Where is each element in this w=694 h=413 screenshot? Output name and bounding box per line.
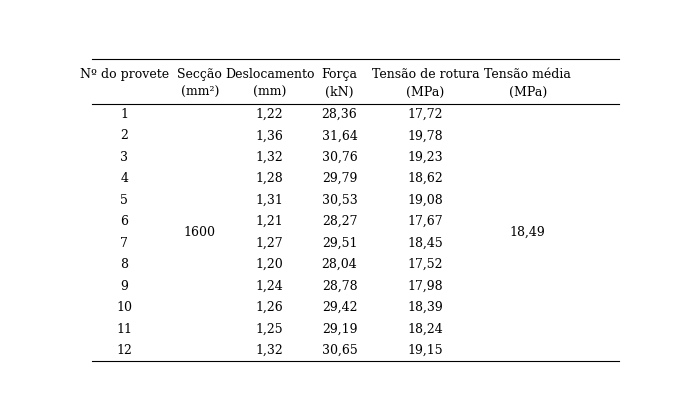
- Text: 17,72: 17,72: [408, 108, 443, 121]
- Text: (mm²): (mm²): [180, 86, 219, 99]
- Text: Tensão média: Tensão média: [484, 68, 571, 81]
- Text: 30,53: 30,53: [321, 194, 357, 207]
- Text: 7: 7: [121, 237, 128, 249]
- Text: 1,20: 1,20: [256, 258, 283, 271]
- Text: 18,24: 18,24: [407, 323, 443, 335]
- Text: 30,76: 30,76: [321, 151, 357, 164]
- Text: 31,64: 31,64: [321, 129, 357, 142]
- Text: 1,32: 1,32: [256, 344, 283, 357]
- Text: 1: 1: [120, 108, 128, 121]
- Text: 19,15: 19,15: [408, 344, 443, 357]
- Text: Tensão de rotura: Tensão de rotura: [372, 68, 480, 81]
- Text: 5: 5: [121, 194, 128, 207]
- Text: 19,23: 19,23: [408, 151, 443, 164]
- Text: 12: 12: [117, 344, 133, 357]
- Text: 19,78: 19,78: [408, 129, 443, 142]
- Text: 11: 11: [117, 323, 133, 335]
- Text: 29,51: 29,51: [322, 237, 357, 249]
- Text: 18,49: 18,49: [510, 226, 545, 239]
- Text: (MPa): (MPa): [509, 86, 547, 99]
- Text: 18,62: 18,62: [407, 172, 443, 185]
- Text: 3: 3: [120, 151, 128, 164]
- Text: 17,98: 17,98: [408, 280, 443, 292]
- Text: 1600: 1600: [184, 226, 216, 239]
- Text: 9: 9: [121, 280, 128, 292]
- Text: 4: 4: [120, 172, 128, 185]
- Text: 29,79: 29,79: [322, 172, 357, 185]
- Text: 29,19: 29,19: [322, 323, 357, 335]
- Text: Nº do provete: Nº do provete: [80, 68, 169, 81]
- Text: 1,32: 1,32: [256, 151, 283, 164]
- Text: 1,25: 1,25: [256, 323, 283, 335]
- Text: 17,67: 17,67: [408, 215, 443, 228]
- Text: 1,24: 1,24: [256, 280, 283, 292]
- Text: 1,31: 1,31: [255, 194, 284, 207]
- Text: (mm): (mm): [253, 86, 287, 99]
- Text: Secção: Secção: [177, 68, 222, 81]
- Text: Força: Força: [321, 68, 357, 81]
- Text: 8: 8: [120, 258, 128, 271]
- Text: 28,78: 28,78: [322, 280, 357, 292]
- Text: 18,45: 18,45: [407, 237, 443, 249]
- Text: 19,08: 19,08: [407, 194, 443, 207]
- Text: 1,36: 1,36: [255, 129, 284, 142]
- Text: 1,27: 1,27: [256, 237, 283, 249]
- Text: 2: 2: [121, 129, 128, 142]
- Text: 17,52: 17,52: [408, 258, 443, 271]
- Text: (kN): (kN): [325, 86, 354, 99]
- Text: 18,39: 18,39: [407, 301, 443, 314]
- Text: (MPa): (MPa): [407, 86, 445, 99]
- Text: 1,21: 1,21: [256, 215, 283, 228]
- Text: 28,27: 28,27: [322, 215, 357, 228]
- Text: 6: 6: [120, 215, 128, 228]
- Text: 30,65: 30,65: [321, 344, 357, 357]
- Text: Deslocamento: Deslocamento: [225, 68, 314, 81]
- Text: 1,22: 1,22: [256, 108, 283, 121]
- Text: 1,26: 1,26: [256, 301, 283, 314]
- Text: 29,42: 29,42: [322, 301, 357, 314]
- Text: 28,04: 28,04: [321, 258, 357, 271]
- Text: 28,36: 28,36: [321, 108, 357, 121]
- Text: 1,28: 1,28: [256, 172, 283, 185]
- Text: 10: 10: [117, 301, 133, 314]
